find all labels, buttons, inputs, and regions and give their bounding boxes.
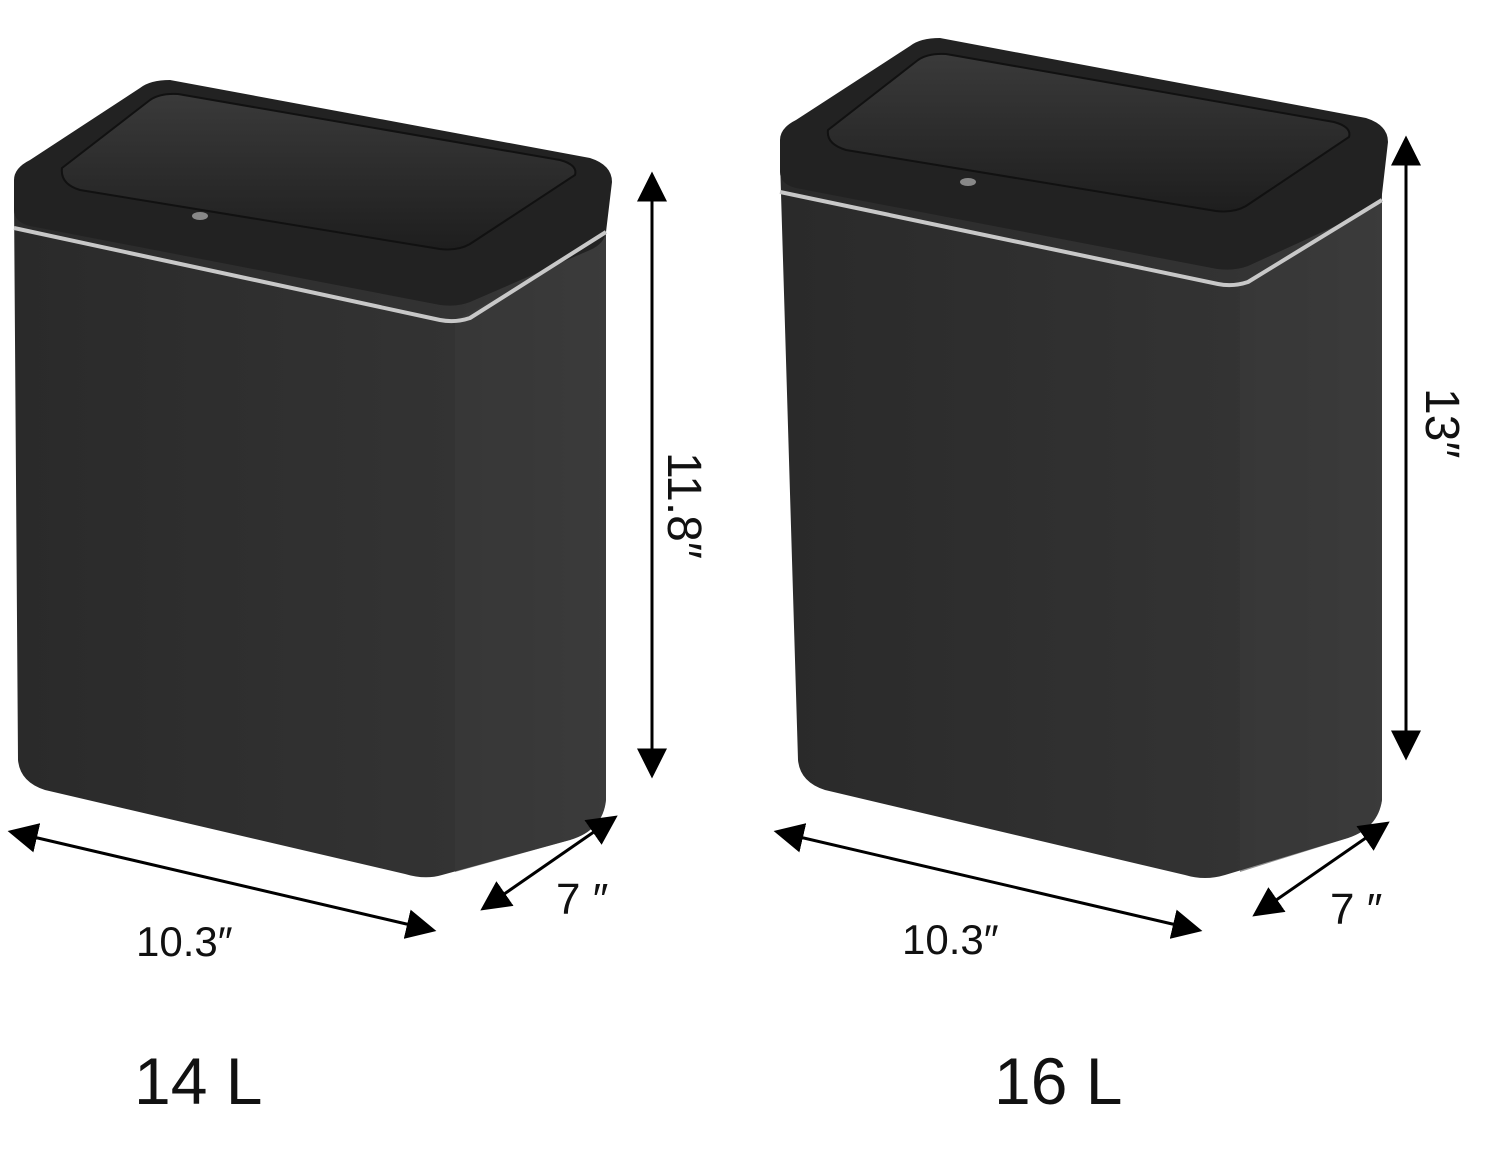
width-label: 10.3″ — [136, 918, 233, 965]
depth-arrow — [480, 815, 618, 911]
width-arrow — [7, 823, 437, 939]
sensor-icon — [960, 178, 976, 186]
bin-body — [780, 150, 1382, 878]
bin-lid — [60, 92, 577, 251]
depth-arrow — [1252, 821, 1390, 917]
bin-side-shade — [455, 240, 606, 872]
width-label: 10.3″ — [902, 916, 999, 963]
capacity-label: 14 L — [134, 1044, 262, 1118]
width-arrow — [773, 823, 1203, 939]
trash-bin-14l — [13, 80, 612, 878]
trash-bin-16l — [779, 38, 1388, 878]
sensor-icon — [192, 212, 208, 220]
depth-label: 7 ″ — [1330, 885, 1382, 934]
height-label: 11.8″ — [657, 452, 710, 559]
bin-side-shade — [1240, 200, 1382, 872]
depth-label: 7 ″ — [556, 875, 608, 924]
capacity-label: 16 L — [994, 1044, 1122, 1118]
bin-trim — [779, 190, 1384, 288]
height-label: 13″ — [1415, 388, 1468, 458]
bin-trim — [13, 226, 608, 324]
bin-lid — [826, 52, 1351, 213]
